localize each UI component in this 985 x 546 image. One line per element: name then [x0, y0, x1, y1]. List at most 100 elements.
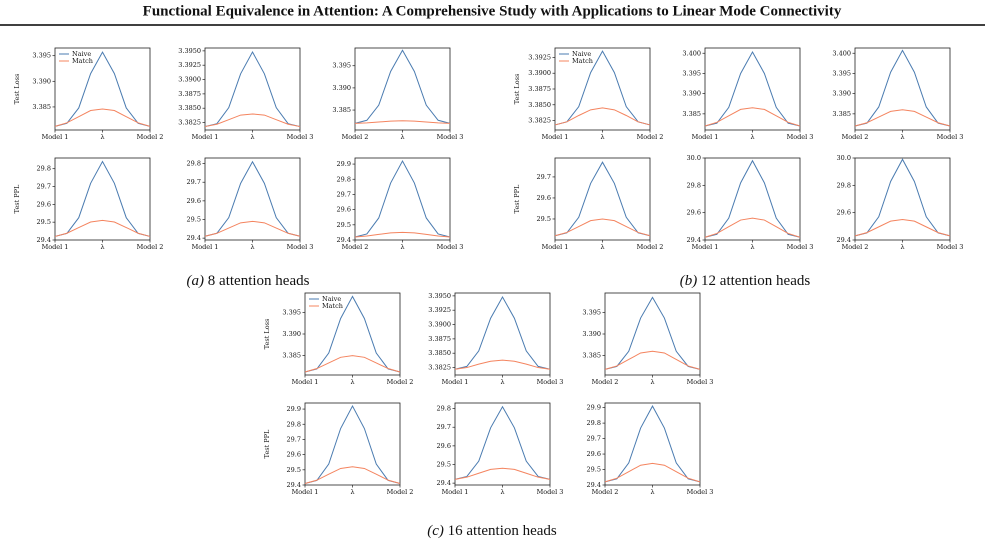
x-tick-label: Model 2: [387, 488, 414, 496]
plot-frame: [554, 47, 651, 131]
series-line: [54, 160, 151, 237]
y-tick-label: 29.8: [587, 419, 601, 427]
series-line: [704, 159, 801, 238]
series-line: [54, 108, 151, 127]
x-tick-label: λ: [250, 243, 254, 251]
y-axis-label: Test PPL: [513, 184, 521, 213]
plot-frame: [304, 402, 401, 486]
y-tick-label: 3.385: [582, 352, 601, 360]
paper-title: Functional Equivalence in Attention: A C…: [143, 3, 842, 19]
y-tick-label: 3.3825: [528, 117, 551, 125]
plot-frame: [54, 157, 151, 241]
series-line: [304, 355, 401, 373]
y-tick-label: 29.6: [587, 450, 601, 458]
y-tick-label: 3.3950: [178, 47, 201, 55]
series-line: [54, 219, 151, 237]
x-tick-label: λ: [750, 243, 754, 251]
y-tick-label: 29.8: [187, 160, 201, 168]
y-tick-label: 29.9: [287, 405, 301, 413]
y-tick-label: 3.390: [582, 330, 601, 338]
x-tick-label: λ: [600, 243, 604, 251]
y-tick-label: 29.9: [587, 404, 601, 412]
caption-label: (a): [187, 273, 205, 289]
y-tick-label: 29.7: [537, 173, 551, 181]
x-tick-label: Model 1: [442, 488, 469, 496]
y-tick-label: 29.5: [187, 216, 201, 224]
caption-label: (c): [427, 523, 444, 539]
y-tick-label: 3.3900: [178, 76, 201, 84]
series-line: [604, 296, 701, 370]
series-line: [704, 107, 801, 127]
y-tick-label: 30.0: [837, 154, 851, 162]
y-tick-label: 3.395: [582, 308, 601, 316]
legend-label: Naive: [572, 50, 591, 58]
y-tick-label: 3.3950: [428, 292, 451, 300]
x-tick-label: λ: [100, 133, 104, 141]
y-tick-label: 3.3850: [528, 101, 551, 109]
x-tick-label: λ: [100, 243, 104, 251]
plot-frame: [54, 47, 151, 131]
x-tick-label: Model 3: [687, 378, 714, 386]
x-tick-label: Model 2: [137, 243, 164, 251]
x-tick-label: λ: [500, 378, 504, 386]
y-tick-label: 29.5: [587, 466, 601, 474]
caption-label: (b): [680, 273, 698, 289]
series-line: [304, 295, 401, 373]
caption: (a) 8 attention heads: [187, 273, 310, 289]
y-axis-label: Test PPL: [13, 184, 21, 213]
legend-label: Naive: [322, 295, 341, 303]
legend-label: Naive: [72, 50, 91, 58]
y-tick-label: 3.395: [282, 308, 301, 316]
x-tick-label: Model 1: [292, 488, 319, 496]
y-tick-label: 3.395: [832, 69, 851, 77]
plot-frame: [354, 157, 451, 241]
y-tick-label: 29.8: [337, 175, 351, 183]
y-tick-label: 29.7: [187, 178, 201, 186]
y-tick-label: 29.4: [437, 479, 451, 487]
y-tick-label: 3.3900: [528, 69, 551, 77]
plot-frame: [304, 292, 401, 376]
y-tick-label: 3.385: [332, 106, 351, 114]
x-tick-label: Model 1: [442, 378, 469, 386]
series-line: [704, 217, 801, 238]
y-tick-label: 3.385: [32, 103, 51, 111]
x-tick-label: Model 1: [192, 243, 219, 251]
y-tick-label: 3.3925: [178, 61, 201, 69]
plot-frame: [854, 157, 951, 241]
series-line: [854, 158, 951, 237]
y-tick-label: 3.3900: [428, 321, 451, 329]
series-line: [854, 49, 951, 127]
y-tick-label: 29.6: [837, 209, 851, 217]
x-tick-label: Model 2: [592, 378, 619, 386]
legend-label: Match: [322, 302, 343, 310]
x-tick-label: Model 1: [292, 378, 319, 386]
series-line: [704, 51, 801, 127]
x-tick-label: λ: [650, 378, 654, 386]
y-tick-label: 3.3875: [178, 90, 201, 98]
y-tick-label: 3.385: [832, 110, 851, 118]
y-tick-label: 3.385: [282, 352, 301, 360]
series-line: [854, 218, 951, 237]
y-tick-label: 29.4: [837, 236, 851, 244]
plot-frame: [704, 47, 801, 131]
x-tick-label: λ: [400, 133, 404, 141]
y-tick-label: 29.6: [37, 200, 51, 208]
series-line: [54, 51, 151, 127]
caption: (b) 12 attention heads: [680, 273, 811, 289]
series-line: [454, 405, 551, 480]
series-line: [604, 462, 701, 483]
x-tick-label: Model 3: [437, 133, 464, 141]
x-tick-label: Model 1: [542, 133, 569, 141]
y-axis-label: Test PPL: [263, 429, 271, 458]
x-tick-label: Model 3: [537, 488, 564, 496]
x-tick-label: λ: [750, 133, 754, 141]
y-tick-label: 29.4: [287, 481, 301, 489]
y-tick-label: 29.7: [287, 435, 301, 443]
y-axis-label: Test Loss: [513, 74, 521, 105]
x-tick-label: Model 3: [537, 378, 564, 386]
y-tick-label: 3.390: [682, 90, 701, 98]
x-tick-label: λ: [400, 243, 404, 251]
y-tick-label: 29.5: [37, 218, 51, 226]
y-tick-label: 30.0: [687, 154, 701, 162]
